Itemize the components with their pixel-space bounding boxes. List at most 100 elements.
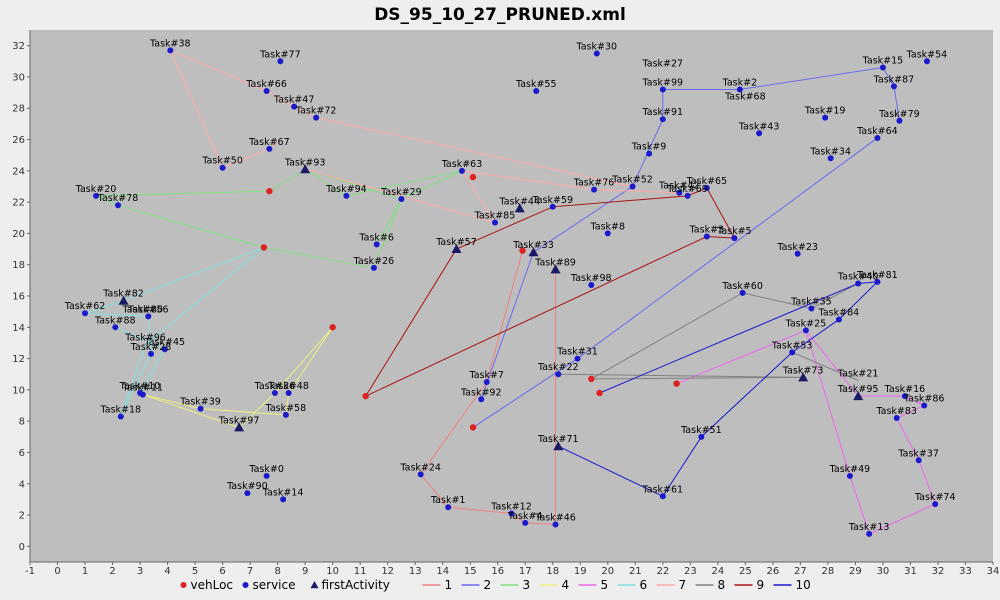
- y-tick-label: 20: [12, 229, 25, 240]
- x-tick-label: 16: [491, 566, 504, 577]
- point-label: Task#1: [430, 495, 466, 506]
- vehloc-point: [673, 380, 680, 387]
- point-label: Task#24: [399, 462, 441, 473]
- y-tick-label: 32: [12, 41, 25, 52]
- service-point: [508, 510, 515, 517]
- service-point: [835, 316, 842, 323]
- point-label: Task#18: [100, 404, 142, 415]
- point-label: Task#15: [862, 56, 904, 67]
- point-label: Task#34: [809, 146, 851, 157]
- y-tick-label: 16: [12, 292, 25, 303]
- route-line-1: [420, 250, 557, 525]
- service-point: [282, 411, 289, 418]
- first-activity-point: [553, 441, 564, 451]
- point-label: Task#21: [837, 368, 879, 379]
- point-label: Task#20: [75, 184, 117, 195]
- point-label: Task#51: [680, 425, 722, 436]
- point-label: Task#76: [573, 178, 615, 189]
- service-point: [794, 250, 801, 257]
- x-tick-label: 8: [274, 566, 280, 577]
- y-tick-label: 0: [19, 542, 25, 553]
- point-label: Task#62: [64, 301, 106, 312]
- x-tick-label: 4: [164, 566, 170, 577]
- x-tick-label: 9: [302, 566, 308, 577]
- first-activity-point: [798, 372, 809, 382]
- service-point: [604, 230, 611, 237]
- service-point: [698, 433, 705, 440]
- vehloc-point: [596, 389, 603, 397]
- point-label: Task#53: [771, 340, 813, 351]
- point-label: Task#6: [358, 232, 394, 243]
- point-label: Task#38: [149, 38, 191, 49]
- point-label: Task#91: [642, 107, 684, 118]
- point-label: Task#16: [884, 384, 926, 395]
- service-point: [291, 103, 298, 110]
- x-tick-label: 21: [629, 566, 642, 577]
- point-label: Task#89: [534, 257, 576, 268]
- service-point: [659, 86, 666, 93]
- service-point: [478, 396, 485, 403]
- x-tick-label: 20: [601, 566, 614, 577]
- legend-label: 4: [562, 578, 570, 592]
- service-point: [266, 145, 273, 152]
- point-label: Task#61: [642, 484, 684, 495]
- route-line-7: [169, 50, 279, 169]
- point-label: Task#64: [856, 126, 898, 137]
- x-tick-label: 26: [767, 566, 780, 577]
- axes: -1 0 1 2 3 4 5 6 7 8 9 10 11 12 13 14 15 16 17 18 19 20 21 22 23…: [12, 30, 999, 577]
- point-label: Task#13: [848, 522, 890, 533]
- route-line-9: [365, 187, 736, 397]
- x-tick-label: 18: [546, 566, 559, 577]
- point-label: Task#55: [515, 79, 557, 90]
- x-tick-label: 6: [219, 566, 225, 577]
- point-label: Task#54: [906, 49, 948, 60]
- point-label: Task#33: [512, 240, 554, 251]
- point-label: Task#36: [254, 381, 296, 392]
- service-point: [731, 235, 738, 242]
- chart-title: DS_95_10_27_PRUNED.xml: [374, 5, 626, 25]
- point-label: Task#81: [856, 270, 898, 281]
- point-label: Task#79: [878, 109, 920, 120]
- point-label: Task#3: [689, 225, 725, 236]
- x-tick-label: 0: [54, 566, 60, 577]
- service-point: [533, 88, 540, 95]
- service-point: [789, 349, 796, 356]
- first-activity-point: [300, 164, 311, 174]
- service-point: [846, 472, 853, 479]
- point-label: Task#35: [790, 297, 832, 308]
- service-point: [82, 310, 89, 317]
- service-point: [921, 402, 928, 409]
- service-point: [879, 64, 886, 71]
- x-tick-label: 7: [247, 566, 253, 577]
- point-label: Task#39: [179, 397, 221, 408]
- first-activity-point: [853, 391, 864, 401]
- point-label: Task#43: [738, 121, 780, 132]
- point-label: Task#97: [218, 415, 260, 426]
- point-label: Task#77: [259, 49, 301, 60]
- route-line-10: [558, 281, 879, 497]
- point-label: Task#83: [875, 406, 917, 417]
- service-point: [219, 164, 226, 171]
- point-label: Task#42: [658, 181, 700, 192]
- x-tick-label: 1: [82, 566, 88, 577]
- y-tick-label: 12: [12, 354, 25, 365]
- point-label: Task#40: [837, 271, 879, 282]
- y-tick-label: 24: [12, 166, 25, 177]
- service-point: [263, 472, 270, 479]
- legend-label: firstActivity: [322, 578, 390, 592]
- x-tick-label: 25: [739, 566, 752, 577]
- service-point: [555, 371, 562, 378]
- point-label: Task#59: [531, 195, 573, 206]
- x-tick-label: -1: [25, 566, 35, 577]
- service-point: [491, 219, 498, 226]
- service-point: [271, 390, 278, 397]
- x-tick-label: 28: [822, 566, 835, 577]
- legend-label: 2: [484, 578, 492, 592]
- point-label: Task#87: [873, 74, 915, 85]
- service-point: [923, 58, 930, 65]
- x-tick-label: 17: [519, 566, 532, 577]
- service-point: [866, 530, 873, 537]
- point-label: Task#23: [776, 242, 818, 253]
- service-point: [398, 195, 405, 202]
